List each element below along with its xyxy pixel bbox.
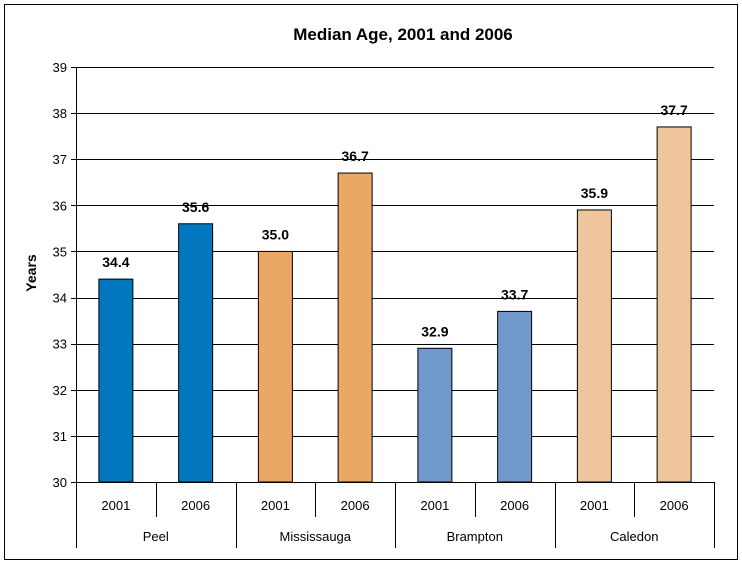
bar — [418, 348, 452, 482]
category-label: 2006 — [181, 498, 210, 513]
data-label: 36.7 — [342, 148, 369, 164]
category-label: 2006 — [660, 498, 689, 513]
y-tick-label: 38 — [53, 106, 67, 121]
bar — [99, 279, 133, 482]
bar — [179, 224, 213, 482]
bar — [577, 210, 611, 482]
y-tick-label: 32 — [53, 383, 67, 398]
y-tick-label: 31 — [53, 429, 67, 444]
bar — [338, 173, 372, 482]
category-label: 2006 — [500, 498, 529, 513]
y-tick-label: 33 — [53, 337, 67, 352]
data-label: 33.7 — [501, 286, 528, 302]
category-label: 2001 — [580, 498, 609, 513]
category-label: 2006 — [341, 498, 370, 513]
y-axis-label: Years — [23, 254, 39, 292]
category-label: 2001 — [101, 498, 130, 513]
bar — [258, 251, 292, 482]
y-tick-label: 30 — [53, 475, 67, 490]
group-label: Brampton — [447, 529, 503, 544]
group-label: Peel — [143, 529, 169, 544]
data-label: 35.6 — [182, 199, 209, 215]
data-label: 35.9 — [581, 185, 608, 201]
category-label: 2001 — [420, 498, 449, 513]
group-label: Mississauga — [279, 529, 351, 544]
y-tick-label: 39 — [53, 60, 67, 75]
bar — [498, 311, 532, 482]
data-label: 34.4 — [102, 254, 129, 270]
bar — [657, 127, 691, 482]
data-label: 35.0 — [262, 226, 289, 242]
y-tick-label: 34 — [53, 291, 67, 306]
data-label: 37.7 — [661, 102, 688, 118]
y-tick-label: 35 — [53, 244, 67, 259]
data-label: 32.9 — [421, 323, 448, 339]
y-tick-label: 37 — [53, 152, 67, 167]
category-label: 2001 — [261, 498, 290, 513]
group-label: Caledon — [610, 529, 658, 544]
chart-title: Median Age, 2001 and 2006 — [293, 25, 513, 44]
y-tick-label: 36 — [53, 198, 67, 213]
